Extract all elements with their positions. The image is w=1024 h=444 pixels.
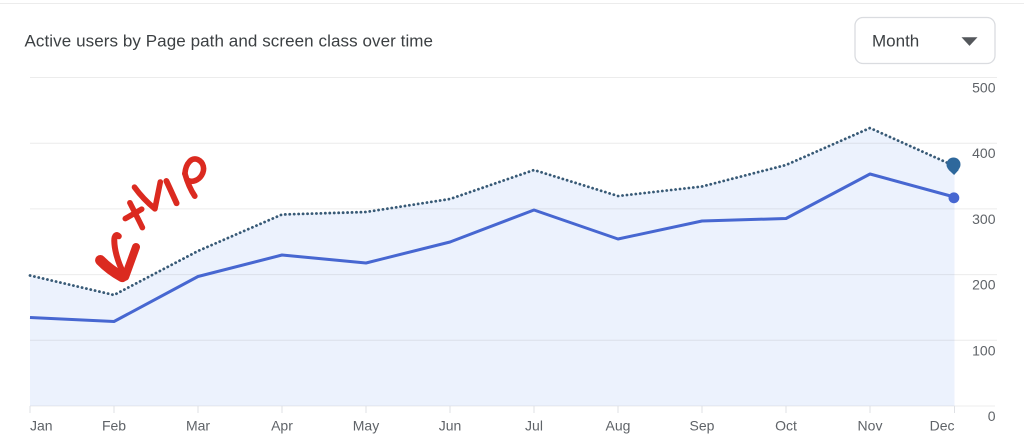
svg-text:Jul: Jul (525, 418, 543, 434)
svg-text:Mar: Mar (186, 418, 210, 434)
svg-text:200: 200 (972, 277, 996, 293)
svg-text:Active users by Page path and: Active users by Page path and screen cla… (25, 32, 434, 51)
svg-text:400: 400 (972, 145, 996, 161)
svg-text:100: 100 (972, 342, 996, 358)
svg-text:Feb: Feb (102, 418, 126, 434)
svg-text:Nov: Nov (858, 418, 883, 434)
svg-text:Jun: Jun (439, 418, 462, 434)
svg-text:Jan: Jan (30, 418, 53, 434)
svg-text:Apr: Apr (271, 418, 293, 434)
svg-text:May: May (353, 418, 379, 434)
svg-text:Month: Month (872, 32, 919, 51)
svg-text:500: 500 (972, 80, 996, 96)
svg-text:Sep: Sep (690, 418, 715, 434)
svg-text:0: 0 (988, 408, 996, 424)
svg-text:Aug: Aug (606, 418, 631, 434)
svg-text:300: 300 (972, 211, 996, 227)
svg-text:Oct: Oct (775, 418, 797, 434)
svg-text:Dec: Dec (930, 418, 955, 434)
